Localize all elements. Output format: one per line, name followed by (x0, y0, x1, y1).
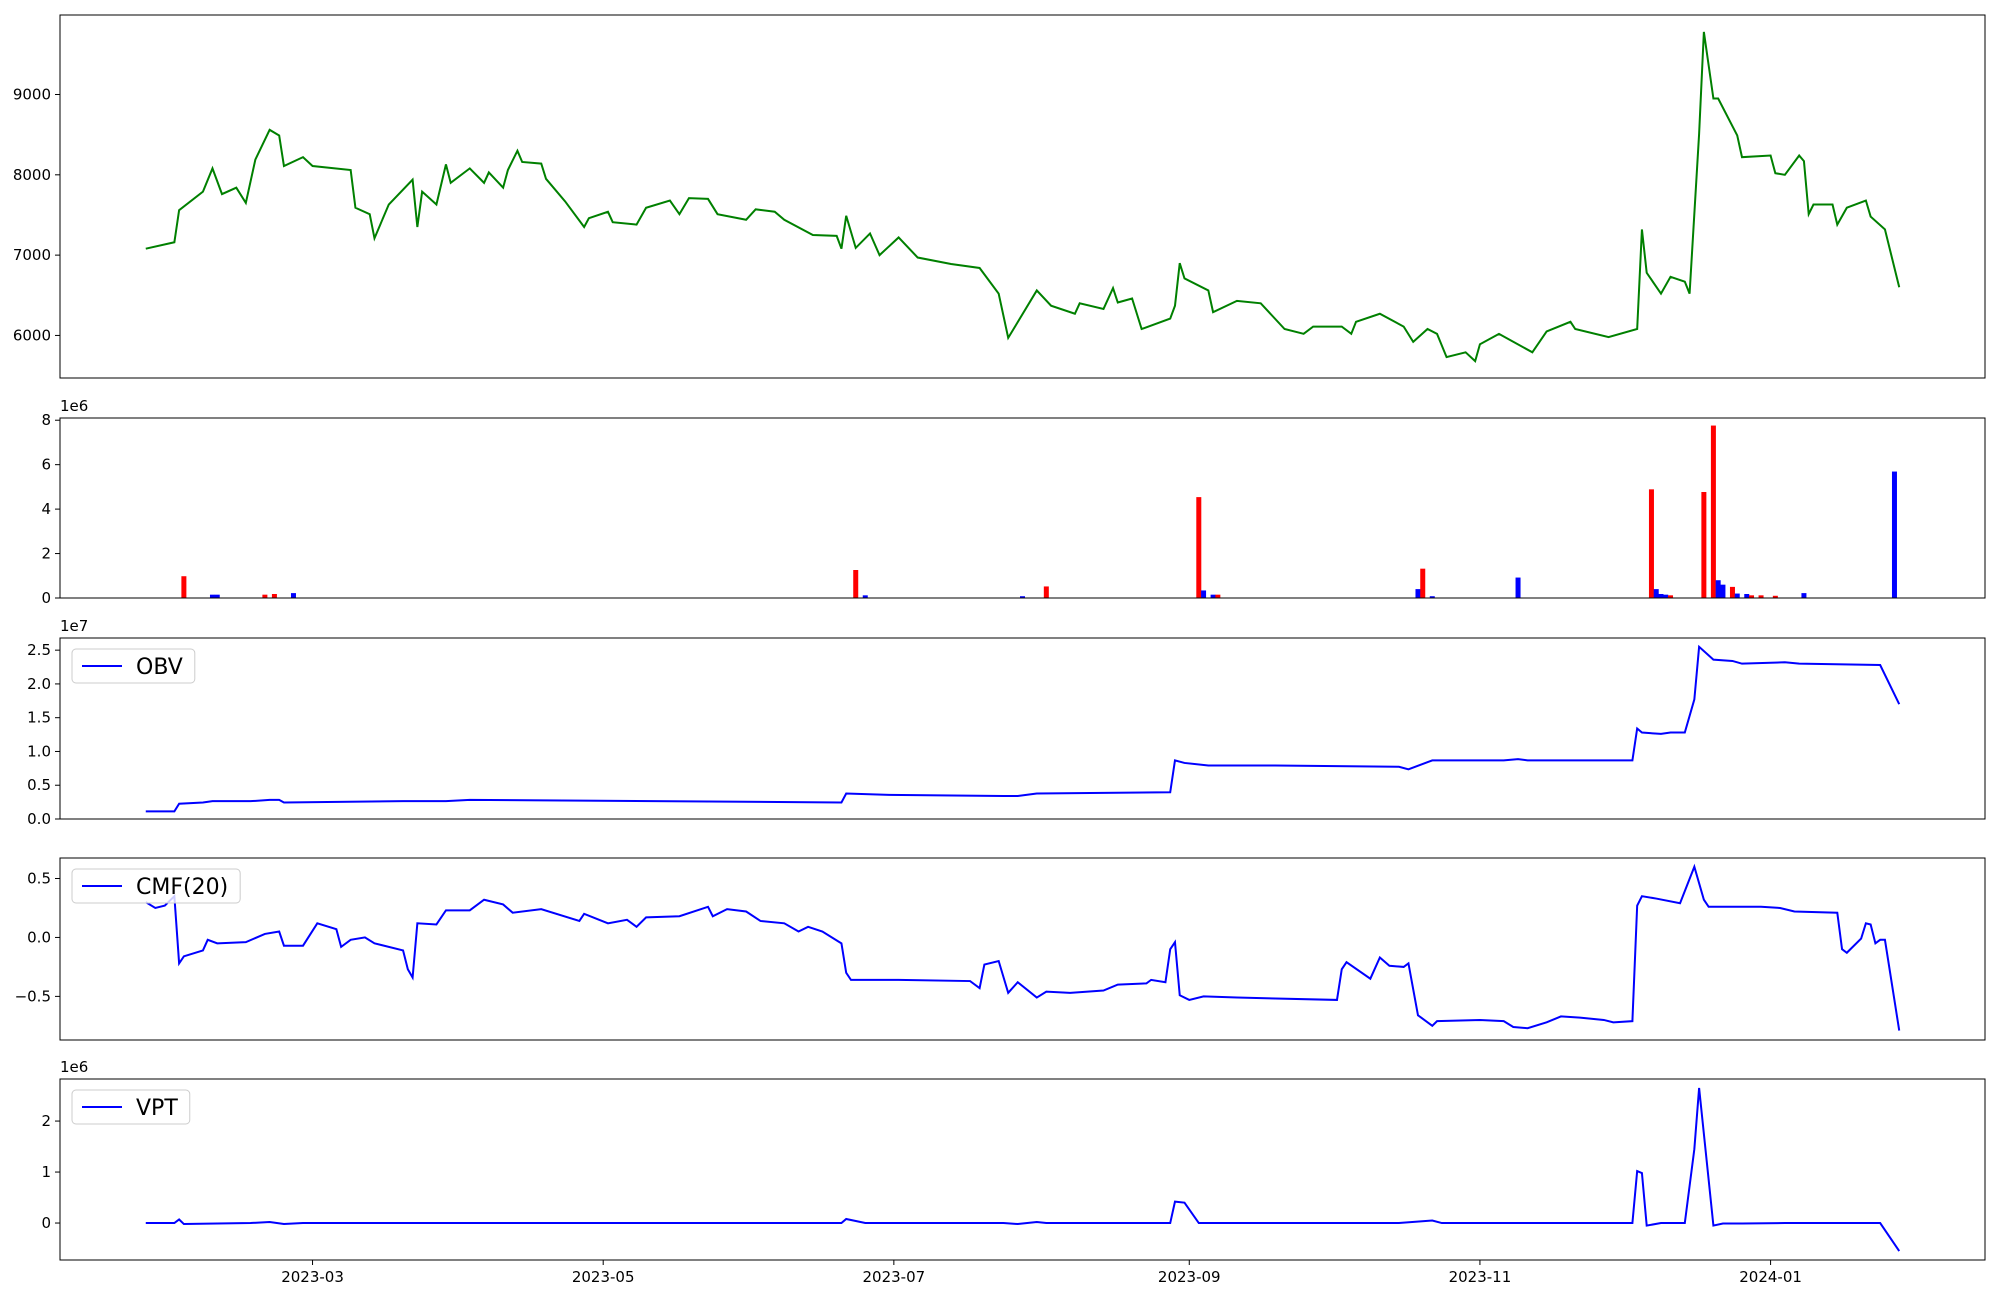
legend-label: CMF(20) (136, 875, 228, 900)
legend-label: VPT (136, 1096, 178, 1121)
bar (1701, 492, 1707, 598)
panel: 0 2 4 6 8 1e6 (41, 397, 1986, 607)
offset-text: 1e7 (60, 617, 88, 635)
y-tick-label: 0.5 (27, 870, 51, 888)
y-tick-label: 0 (41, 589, 51, 607)
y-tick-label: 0.0 (27, 810, 51, 828)
legend-label: OBV (136, 655, 183, 680)
x-tick-label: 2023-05 (572, 1268, 635, 1286)
y-tick-label: 2.0 (27, 675, 51, 693)
panel: 6000 7000 8000 9000 (13, 14, 1986, 379)
y-tick-label: 2 (41, 545, 51, 563)
panel: −0.5 0.0 0.5 CMF(20) (15, 857, 1986, 1041)
legend-box (71, 648, 196, 684)
bar (271, 594, 277, 598)
y-tick-label: 0.5 (27, 776, 51, 794)
bar (1415, 589, 1421, 598)
bar (1201, 590, 1207, 598)
bar (853, 570, 859, 598)
y-tick-label: 0.0 (27, 928, 51, 946)
bar (1891, 471, 1897, 598)
offset-text: 1e6 (60, 1058, 88, 1076)
y-tick-label: 2 (41, 1112, 51, 1130)
line (145, 31, 1901, 363)
bar (1729, 586, 1735, 598)
axes-frame (59, 1078, 1986, 1261)
y-tick-label: 0 (41, 1214, 51, 1232)
line (145, 1087, 1901, 1252)
bar (1043, 586, 1049, 598)
bar (1663, 594, 1669, 598)
bar (290, 593, 296, 598)
y-tick-label: 6000 (13, 326, 51, 344)
y-tick-label: 8000 (13, 166, 51, 184)
x-tick-label: 2023-03 (281, 1268, 344, 1286)
bar (1196, 497, 1202, 598)
bar (262, 594, 268, 598)
bar (1653, 589, 1659, 598)
bar (1749, 595, 1755, 598)
legend-box (71, 868, 241, 904)
offset-text: 1e6 (60, 397, 88, 415)
y-tick-label: 1 (41, 1163, 51, 1181)
bar (862, 595, 868, 598)
bar (1210, 594, 1216, 598)
x-tick-label: 2023-07 (863, 1268, 926, 1286)
bar (1710, 425, 1716, 598)
y-tick-label: −0.5 (15, 987, 51, 1005)
bar (1758, 595, 1764, 598)
bar (181, 576, 187, 598)
bar (1420, 568, 1426, 598)
bar (1744, 594, 1750, 598)
x-tick-label: 2023-11 (1449, 1268, 1512, 1286)
bar (1658, 594, 1664, 598)
y-tick-label: 9000 (13, 86, 51, 104)
y-tick-label: 8 (41, 411, 51, 429)
legend: OBV (71, 648, 196, 684)
x-tick-label: 2024-01 (1739, 1268, 1802, 1286)
line (145, 863, 1901, 1031)
y-tick-label: 4 (41, 500, 51, 518)
legend: VPT (71, 1089, 191, 1125)
bar (1215, 594, 1221, 598)
y-tick-label: 2.5 (27, 641, 51, 659)
bar (1429, 596, 1435, 598)
bar (1020, 596, 1025, 598)
y-tick-label: 1.0 (27, 742, 51, 760)
bar (1668, 595, 1674, 598)
legend-box (71, 1089, 191, 1125)
y-tick-label: 7000 (13, 246, 51, 264)
bar (1772, 595, 1778, 598)
bar (209, 594, 215, 598)
bar (1515, 577, 1521, 598)
panel: 0 1 2 2023-03 2023-05 2023-07 2023-09 2023-11 20… (41, 1058, 1986, 1286)
bar (1801, 593, 1807, 598)
line (145, 644, 1901, 813)
x-tick-label: 2023-09 (1158, 1268, 1221, 1286)
y-tick-label: 6 (41, 456, 51, 474)
bar (1715, 580, 1721, 598)
bar (214, 594, 220, 598)
panel: 0.0 0.5 1.0 1.5 2.0 2.5 1e7 OBV (27, 617, 1986, 828)
axes-frame (59, 637, 1986, 820)
axes-frame (59, 417, 1986, 599)
y-tick-label: 1.5 (27, 709, 51, 727)
bar (1720, 584, 1726, 598)
legend: CMF(20) (71, 868, 241, 904)
bar (1734, 593, 1740, 598)
bar (1648, 489, 1654, 598)
axes-frame (59, 857, 1986, 1041)
axes-frame (59, 14, 1986, 379)
